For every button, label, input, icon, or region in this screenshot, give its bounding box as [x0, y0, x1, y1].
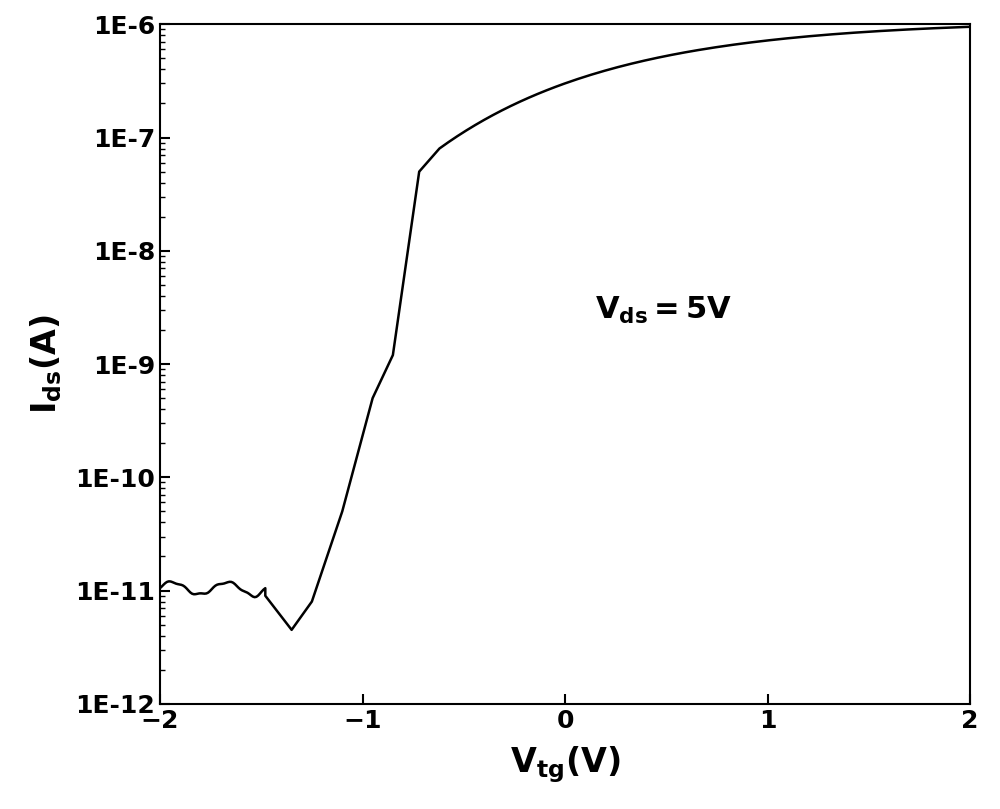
Y-axis label: $\mathbf{I_{ds}(A)}$: $\mathbf{I_{ds}(A)}$	[28, 314, 64, 414]
Text: $\mathbf{V_{ds}}$$\mathbf{=5V}$: $\mathbf{V_{ds}}$$\mathbf{=5V}$	[595, 294, 732, 325]
X-axis label: $\mathbf{V_{tg}(V)}$: $\mathbf{V_{tg}(V)}$	[510, 743, 620, 785]
